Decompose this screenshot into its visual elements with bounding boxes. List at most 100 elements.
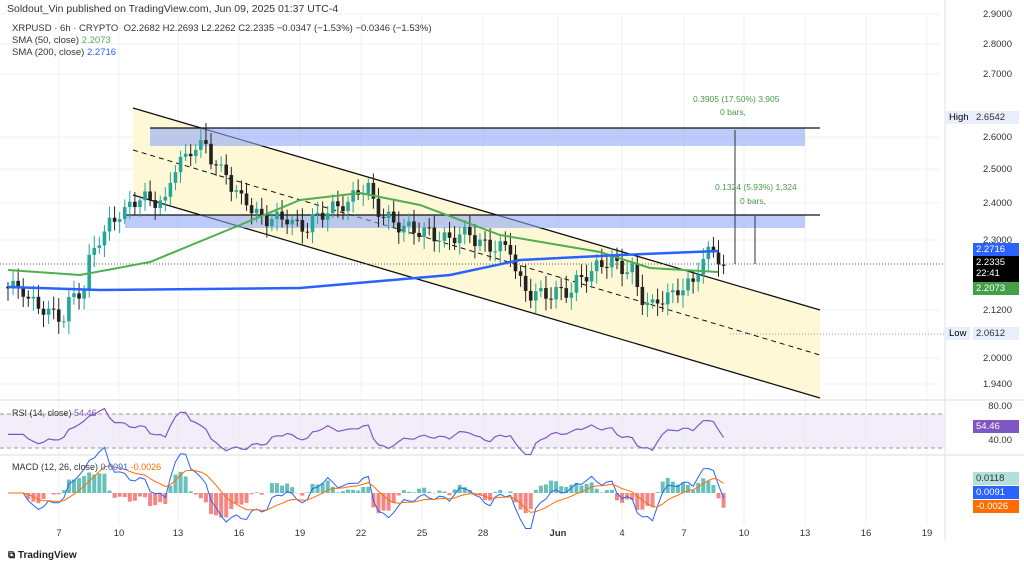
macd-histogram-bar [132,493,137,501]
candle [275,211,279,219]
macd-histogram-bar [209,493,213,515]
macd-histogram-bar [127,493,132,502]
candle [564,288,569,298]
candle [36,296,41,309]
high-tag: 2.6542 [973,111,1019,124]
candle [72,293,76,298]
macd-value: 0.0091 [100,462,129,472]
macd-histogram-bar [706,480,711,493]
macd-histogram-bar [376,493,381,514]
macd-line [8,446,725,529]
time-tick: 13 [172,528,184,539]
candle [721,264,726,266]
candle [599,260,604,267]
chart-legend: XRPUSD · 6h · CRYPTO O2.2682 H2.2693 L2.… [12,23,432,59]
macd-histogram-bar [61,490,66,493]
time-tick: Jun [549,528,567,539]
price-tick: 2.1200 [982,305,1012,316]
candle [209,143,213,165]
macd-histogram-bar [122,493,127,498]
macd-histogram-bar [274,483,279,493]
resistance-zone [150,128,805,146]
candle [412,221,416,233]
price-tick: 2.3000 [982,235,1012,246]
candle [351,190,355,202]
candle [41,308,46,315]
sma50-line [7,191,719,277]
candle [219,164,223,166]
candle [513,254,518,272]
macd-histogram-bar [406,491,411,493]
macd-histogram-bar [361,487,366,493]
macd-histogram-bar [330,486,335,493]
macd-histogram-bar [87,472,92,493]
candle [254,208,259,214]
candle [650,299,655,303]
macd-histogram-bar [584,483,589,493]
macd-histogram-bar [691,489,696,493]
macd-histogram-bar [203,493,208,503]
candle [133,201,137,208]
candle [229,175,234,192]
price-tag: 2.2335 22:41 [973,256,1019,282]
candle [163,196,168,201]
macd-histogram-bar [137,493,142,497]
candle [82,290,86,299]
macd-histogram-bar [254,492,259,493]
macd-histogram-bar [447,493,452,496]
macd-histogram-bar [300,493,305,496]
macd-histogram-bar [244,493,249,503]
price-tick: 2.0000 [982,353,1012,364]
candle [46,308,51,315]
candle [381,216,386,218]
macd-histogram-bar [335,492,340,493]
candle [183,153,188,157]
candle [447,232,452,238]
candle [457,234,462,244]
macd-histogram-bar [650,493,655,507]
candle [493,251,497,253]
candle [665,292,670,305]
macd-histogram-bar [528,493,533,510]
macd-histogram-bar [604,490,609,493]
macd-histogram-bar [239,493,244,505]
macd-histogram-bar [533,489,538,493]
candle [310,214,315,233]
macd-histogram-bar [173,474,178,493]
time-tick: 10 [738,528,750,539]
candle [331,201,335,214]
candle [51,308,56,310]
candle [77,293,81,299]
macd-histogram-bar [569,484,574,493]
candle [468,227,472,236]
macd-histogram-bar [645,493,650,506]
macd-tag: 0.0091 [973,486,1019,499]
macd-histogram-bar [686,484,691,493]
price-tick: 1.9400 [982,379,1012,390]
time-tick: 28 [477,528,489,539]
macd-histogram-bar [599,492,604,493]
sma50-value: 2.2073 [81,35,111,46]
macd-histogram-bar [97,473,102,493]
candle [706,246,711,260]
macd-histogram-bar [269,483,274,493]
macd-histogram-bar [315,484,320,493]
time-tick: 13 [799,528,811,539]
candle [341,206,345,212]
candle [523,275,528,291]
candle [473,235,477,247]
candle [138,200,142,208]
macd-histogram-bar [696,482,701,493]
candle [508,244,513,255]
macd-legend: MACD (12, 26, close) 0.0091 -0.0026 [12,462,161,472]
candle [569,292,574,298]
signal-tag: -0.0026 [973,500,1019,513]
macd-histogram-bar [609,489,614,493]
macd-histogram-bar [153,493,158,506]
macd-histogram-bar [508,491,513,493]
time-tick: 7 [56,528,62,539]
time-tick: 19 [294,528,306,539]
candle [640,286,645,306]
candle [549,298,553,300]
